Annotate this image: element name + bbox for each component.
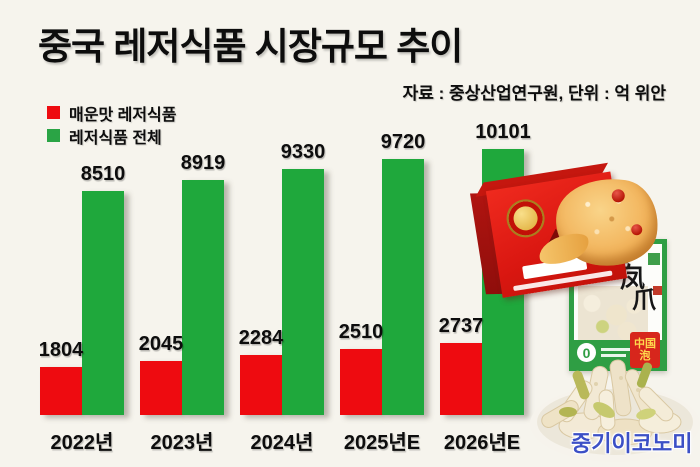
x-axis-label: 2026년E [443,432,521,454]
bar-group: 1804 8510 2022년 [39,95,126,454]
value-label-spicy: 2737 [438,315,484,337]
chart-legend: 매운맛 레저식품 레저식품 전체 [47,101,177,147]
chicken-feet-plate-image [530,359,700,462]
cherry-icon [630,223,643,236]
bar-spicy [40,367,82,415]
bar-total [82,191,124,415]
bar-group: 2045 8919 2023년 [139,95,226,454]
pouch-fineprint-line [601,354,626,357]
source-note: 자료 : 중상산업연구원, 단위 : 억 위안 [402,84,666,103]
pouch-fineprint-line [601,348,631,351]
bar-spicy [340,349,382,415]
bar-total [382,159,424,415]
value-label-total: 9330 [280,141,326,163]
x-axis-label: 2024년 [250,432,314,454]
x-axis-label: 2022년 [50,432,114,454]
bar-total [282,169,324,415]
pouch-red-seal-icon [653,286,662,295]
legend-item-spicy: 매운맛 레저식품 [47,101,177,124]
value-label-spicy: 2045 [138,333,184,355]
legend-label: 매운맛 레저식품 [69,106,177,124]
bar-total [182,180,224,415]
zero-additive-badge: 0 [577,343,596,362]
x-axis-label: 2025년E [343,432,421,454]
value-label-total: 10101 [475,121,531,143]
bar-spicy [440,343,482,415]
legend-swatch-red-icon [47,106,60,119]
legend-item-total: 레저식품 전체 [47,124,177,147]
watermark: 중기이코노미 [571,431,693,456]
value-label-spicy: 1804 [38,339,84,361]
legend-label: 레저식품 전체 [69,129,162,147]
value-label-total: 8510 [80,163,126,185]
cherry-icon [610,188,626,204]
bar-group: 2510 9720 2025년E [339,95,426,454]
legend-swatch-green-icon [47,129,60,142]
pouch-badge-text: 泡 [639,350,651,362]
bar-spicy [140,361,182,415]
pouch-badge-text: 中国 [634,338,656,350]
pouch-badge: 中国 泡 [630,332,660,368]
value-label-spicy: 2284 [238,327,284,349]
x-axis-label: 2023년 [150,432,214,454]
value-label-spicy: 2510 [338,321,384,343]
bar-group: 2284 9330 2024년 [239,95,326,454]
bar-spicy [240,355,282,415]
pouch-calligraphy-char: 爪 [632,285,656,314]
page-title: 중국 레저식품 시장규모 추이 [38,26,463,67]
value-label-total: 8919 [180,152,226,174]
value-label-total: 9720 [380,131,426,153]
pouch-green-seal-icon [648,253,660,265]
